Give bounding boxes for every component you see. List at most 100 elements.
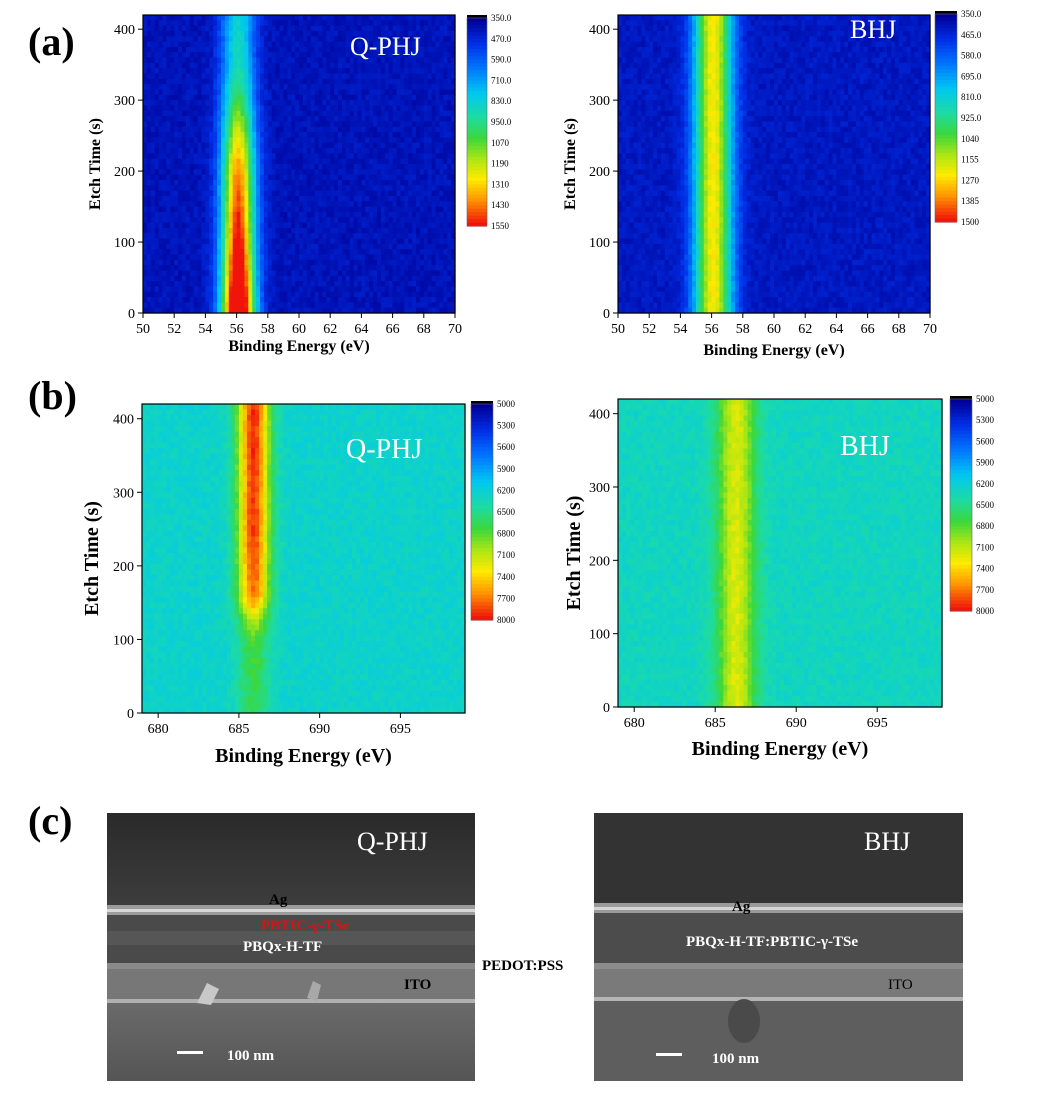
- heatmap-cell: [228, 116, 234, 123]
- heatmap-cell: [256, 179, 261, 186]
- heatmap-cell: [369, 195, 374, 202]
- heatmap-cell: [412, 217, 417, 224]
- heatmap-cell: [338, 153, 343, 160]
- heatmap-cell: [252, 94, 257, 101]
- heatmap-cell: [217, 259, 222, 266]
- heatmap-cell: [267, 222, 273, 229]
- heatmap-cell: [271, 217, 277, 224]
- heatmap-cell: [174, 254, 179, 261]
- heatmap-cell: [201, 211, 206, 218]
- heatmap-cell: [330, 174, 335, 181]
- heatmap-cell: [427, 238, 433, 245]
- heatmap-cell: [209, 297, 214, 303]
- heatmap-cell: [400, 148, 405, 154]
- heatmap-cell: [894, 30, 900, 37]
- heatmap-cell: [197, 238, 203, 245]
- heatmap-cell: [228, 73, 234, 80]
- heatmap-cell: [310, 174, 316, 181]
- heatmap-cell: [373, 275, 378, 282]
- heatmap-cell: [256, 36, 261, 43]
- heatmap-cell: [813, 30, 818, 37]
- heatmap-cell: [377, 89, 382, 96]
- heatmap-cell: [252, 286, 257, 293]
- heatmap-cell: [302, 15, 308, 21]
- heatmap-cell: [213, 30, 218, 37]
- heatmap-cell: [158, 179, 164, 186]
- heatmap-cell: [341, 259, 347, 266]
- heatmap-cell: [400, 15, 405, 21]
- heatmap-cell: [326, 41, 331, 48]
- heatmap-cell: [680, 30, 685, 37]
- heatmap-cell: [439, 68, 444, 75]
- heatmap-cell: [435, 291, 440, 298]
- heatmap-cell: [789, 36, 795, 43]
- heatmap-cell: [150, 78, 156, 85]
- heatmap-cell: [197, 30, 203, 37]
- heatmap-cell: [361, 52, 366, 59]
- heatmap-cell: [419, 25, 425, 32]
- heatmap-cell: [377, 110, 382, 117]
- heatmap-cell: [279, 68, 284, 75]
- heatmap-cell: [217, 52, 222, 59]
- heatmap-cell: [412, 137, 417, 144]
- heatmap-cell: [353, 190, 359, 197]
- heatmap-cell: [353, 249, 359, 256]
- heatmap-cell: [844, 36, 849, 43]
- heatmap-cell: [365, 68, 370, 75]
- heatmap-cell: [314, 30, 320, 37]
- heatmap-cell: [416, 25, 421, 32]
- heatmap-cell: [435, 185, 440, 192]
- heatmap-cell: [240, 68, 245, 75]
- heatmap-cell: [322, 164, 327, 170]
- heatmap-cell: [664, 36, 670, 43]
- heatmap-cell: [392, 137, 398, 144]
- heatmap-cell: [228, 307, 234, 314]
- heatmap-cell: [275, 211, 281, 218]
- heatmap-cell: [883, 20, 888, 27]
- heatmap-cell: [295, 158, 300, 165]
- heatmap-cell: [158, 259, 164, 266]
- heatmap-cell: [154, 164, 160, 170]
- heatmap-cell: [392, 233, 398, 240]
- heatmap-cell: [170, 41, 175, 48]
- heatmap-cell: [189, 286, 195, 293]
- heatmap-cell: [299, 243, 304, 250]
- heatmap-cell: [287, 297, 292, 303]
- heatmap-cell: [427, 291, 433, 298]
- heatmap-cell: [357, 153, 362, 160]
- heatmap-cell: [189, 243, 195, 250]
- heatmap-cell: [221, 36, 226, 43]
- heatmap-cell: [287, 57, 292, 64]
- heatmap-cell: [369, 73, 374, 80]
- heatmap-cell: [392, 100, 398, 107]
- heatmap-cell: [427, 233, 433, 240]
- heatmap-cell: [302, 227, 308, 234]
- heatmap-cell: [377, 62, 382, 69]
- heatmap-cell: [326, 286, 331, 293]
- heatmap-cell: [256, 148, 261, 154]
- heatmap-cell: [345, 254, 351, 261]
- heatmap-cell: [256, 121, 261, 128]
- heatmap-cell: [314, 302, 320, 309]
- heatmap-cell: [797, 30, 802, 37]
- heatmap-cell: [766, 15, 771, 21]
- heatmap-cell: [174, 195, 179, 202]
- heatmap-cell: [330, 286, 335, 293]
- heatmap-cell: [310, 307, 316, 314]
- heatmap-cell: [310, 265, 316, 272]
- heatmap-cell: [232, 259, 238, 266]
- heatmap-cell: [435, 254, 440, 261]
- heatmap-cell: [240, 286, 245, 293]
- heatmap-cell: [451, 249, 456, 256]
- heatmap-cell: [236, 62, 242, 69]
- heatmap-cell: [832, 36, 837, 43]
- heatmap-cell: [427, 243, 433, 250]
- heatmap-cell: [205, 94, 210, 101]
- heatmap-cell: [423, 78, 429, 85]
- heatmap-cell: [380, 174, 386, 181]
- heatmap-cell: [306, 164, 312, 170]
- heatmap-cell: [365, 30, 370, 37]
- heatmap-cell: [248, 217, 253, 224]
- heatmap-cell: [236, 36, 242, 43]
- heatmap-cell: [353, 30, 359, 37]
